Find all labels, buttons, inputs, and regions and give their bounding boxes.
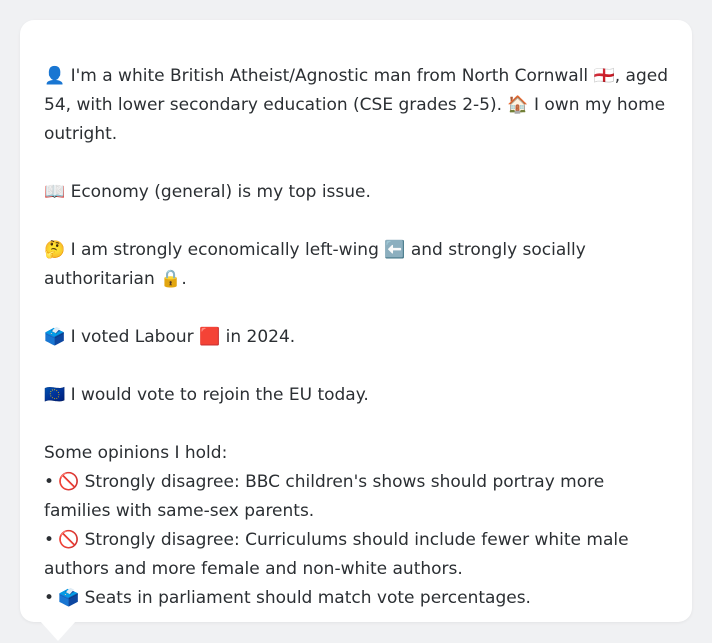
opinions-heading: Some opinions I hold: [44, 443, 228, 463]
ballot-box-icon: 🗳️ [44, 327, 66, 347]
ideology-text-3: . [181, 269, 187, 289]
lock-icon: 🔒 [160, 269, 182, 289]
prohibited-icon: 🚫 [58, 530, 80, 550]
issue-text: Economy (general) is my top issue. [65, 182, 371, 202]
book-icon: 📖 [44, 182, 66, 202]
prohibited-icon: 🚫 [58, 472, 80, 492]
house-icon: 🏠 [507, 95, 529, 115]
issue-paragraph: 📖 Economy (general) is my top issue. [44, 178, 670, 207]
ideology-text: I am strongly economically left-wing [65, 240, 385, 260]
message-bubble: 👤 I'm a white British Atheist/Agnostic m… [20, 20, 692, 622]
ballot-box-icon: 🗳️ [58, 588, 80, 608]
england-flag-icon: 🏴󠁧󠁢󠁥󠁮󠁧󠁿 [593, 66, 615, 86]
bullet: • [44, 588, 55, 608]
profile-text-3: I own my home outright. [44, 95, 666, 144]
eu-text: I would vote to rejoin the EU today. [65, 385, 369, 405]
opinion-item: • 🚫 Strongly disagree: Curriculums should… [44, 526, 670, 584]
bullet: • [44, 472, 55, 492]
eu-paragraph: 🇪🇺 I would vote to rejoin the EU today. [44, 381, 670, 410]
vote-text-2: in 2024. [220, 327, 296, 347]
person-icon: 👤 [44, 66, 66, 86]
opinion-text: Strongly disagree: Curriculums should in… [44, 530, 629, 579]
bullet: • [44, 530, 55, 550]
eu-flag-icon: 🇪🇺 [44, 385, 66, 405]
opinion-text: Seats in parliament should match vote pe… [79, 588, 531, 608]
opinion-item: • 🚫 Strongly disagree: BBC children's sho… [44, 468, 670, 526]
vote-paragraph: 🗳️ I voted Labour 🟥 in 2024. [44, 323, 670, 352]
bubble-tail [40, 621, 76, 641]
thinking-face-icon: 🤔 [44, 240, 66, 260]
left-arrow-icon: ⬅️ [384, 240, 406, 260]
opinion-item: • 🗳️ Seats in parliament should match vot… [44, 584, 670, 613]
profile-paragraph: 👤 I'm a white British Atheist/Agnostic m… [44, 62, 670, 149]
profile-text-2: , aged 54, with lower secondary educatio… [44, 66, 669, 115]
red-square-icon: 🟥 [199, 327, 221, 347]
profile-text: I'm a white British Atheist/Agnostic man… [65, 66, 594, 86]
vote-text: I voted Labour [65, 327, 200, 347]
opinion-text: Strongly disagree: BBC children's shows … [44, 472, 605, 521]
ideology-paragraph: 🤔 I am strongly economically left-wing ⬅… [44, 236, 670, 294]
ideology-text-2: and strongly socially authoritarian [44, 240, 586, 289]
